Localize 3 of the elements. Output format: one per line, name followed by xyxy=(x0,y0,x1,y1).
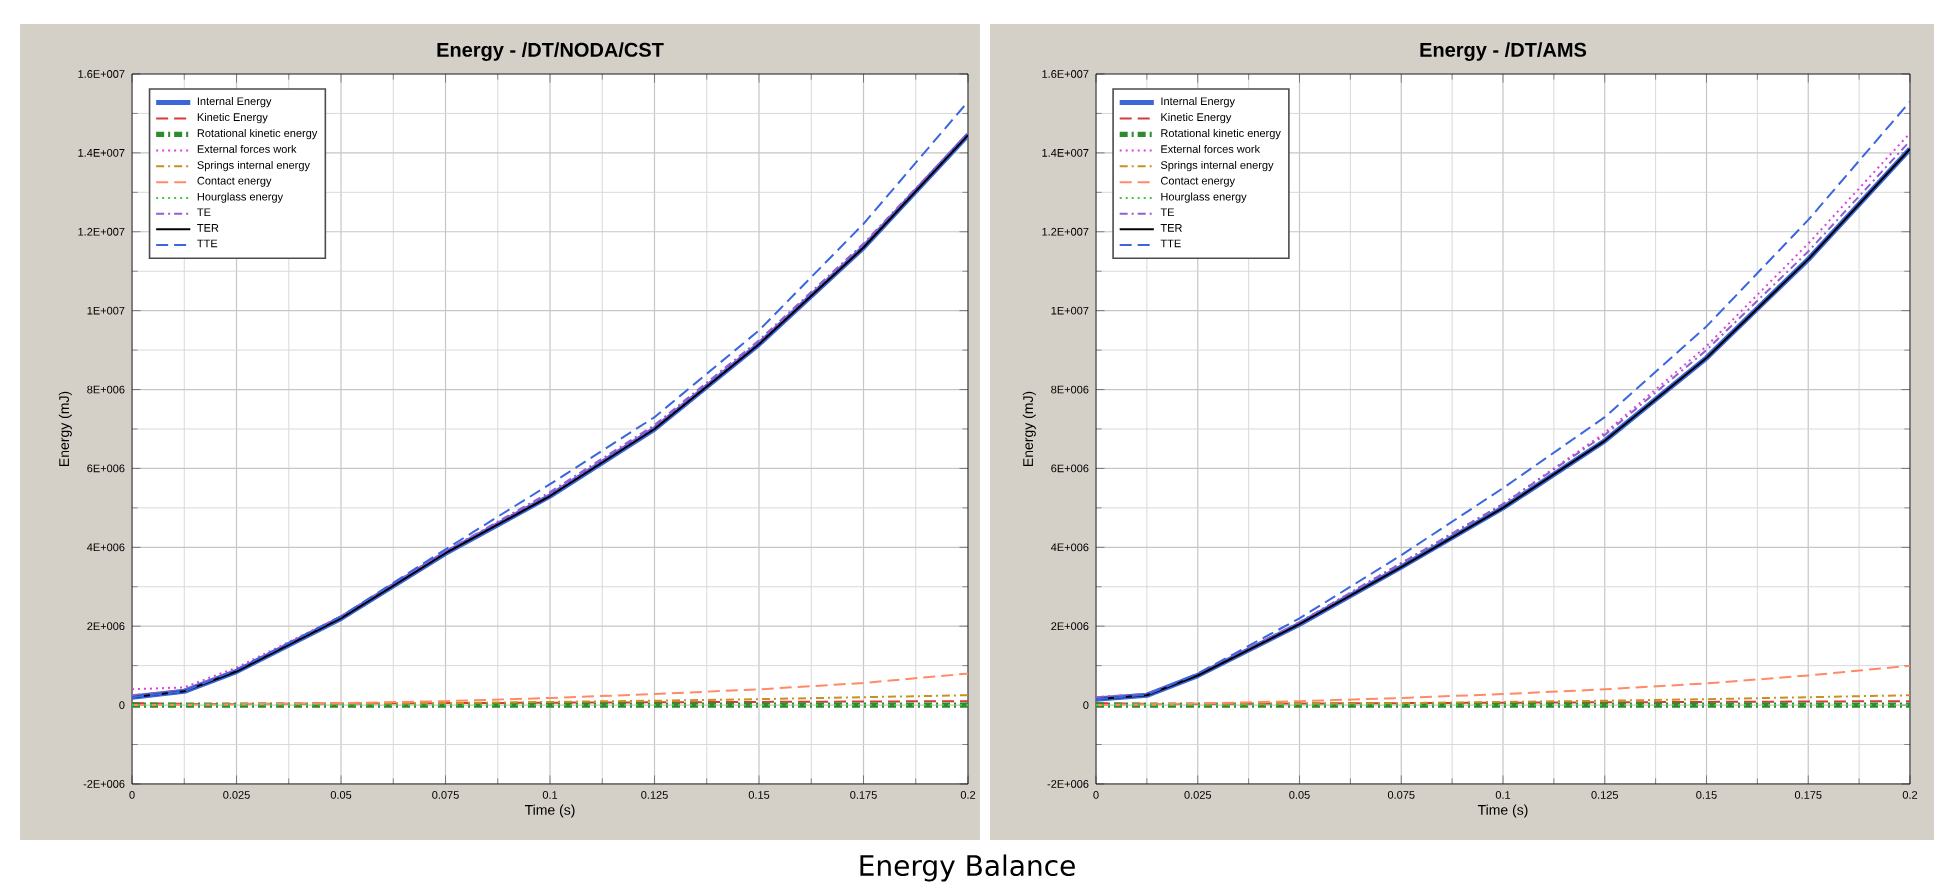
text: Energy Balance xyxy=(860,854,1075,882)
chart-title: Energy - /DT/NODA/CST xyxy=(437,42,664,61)
chart-title: Energy - /DT/AMS xyxy=(1420,42,1587,61)
